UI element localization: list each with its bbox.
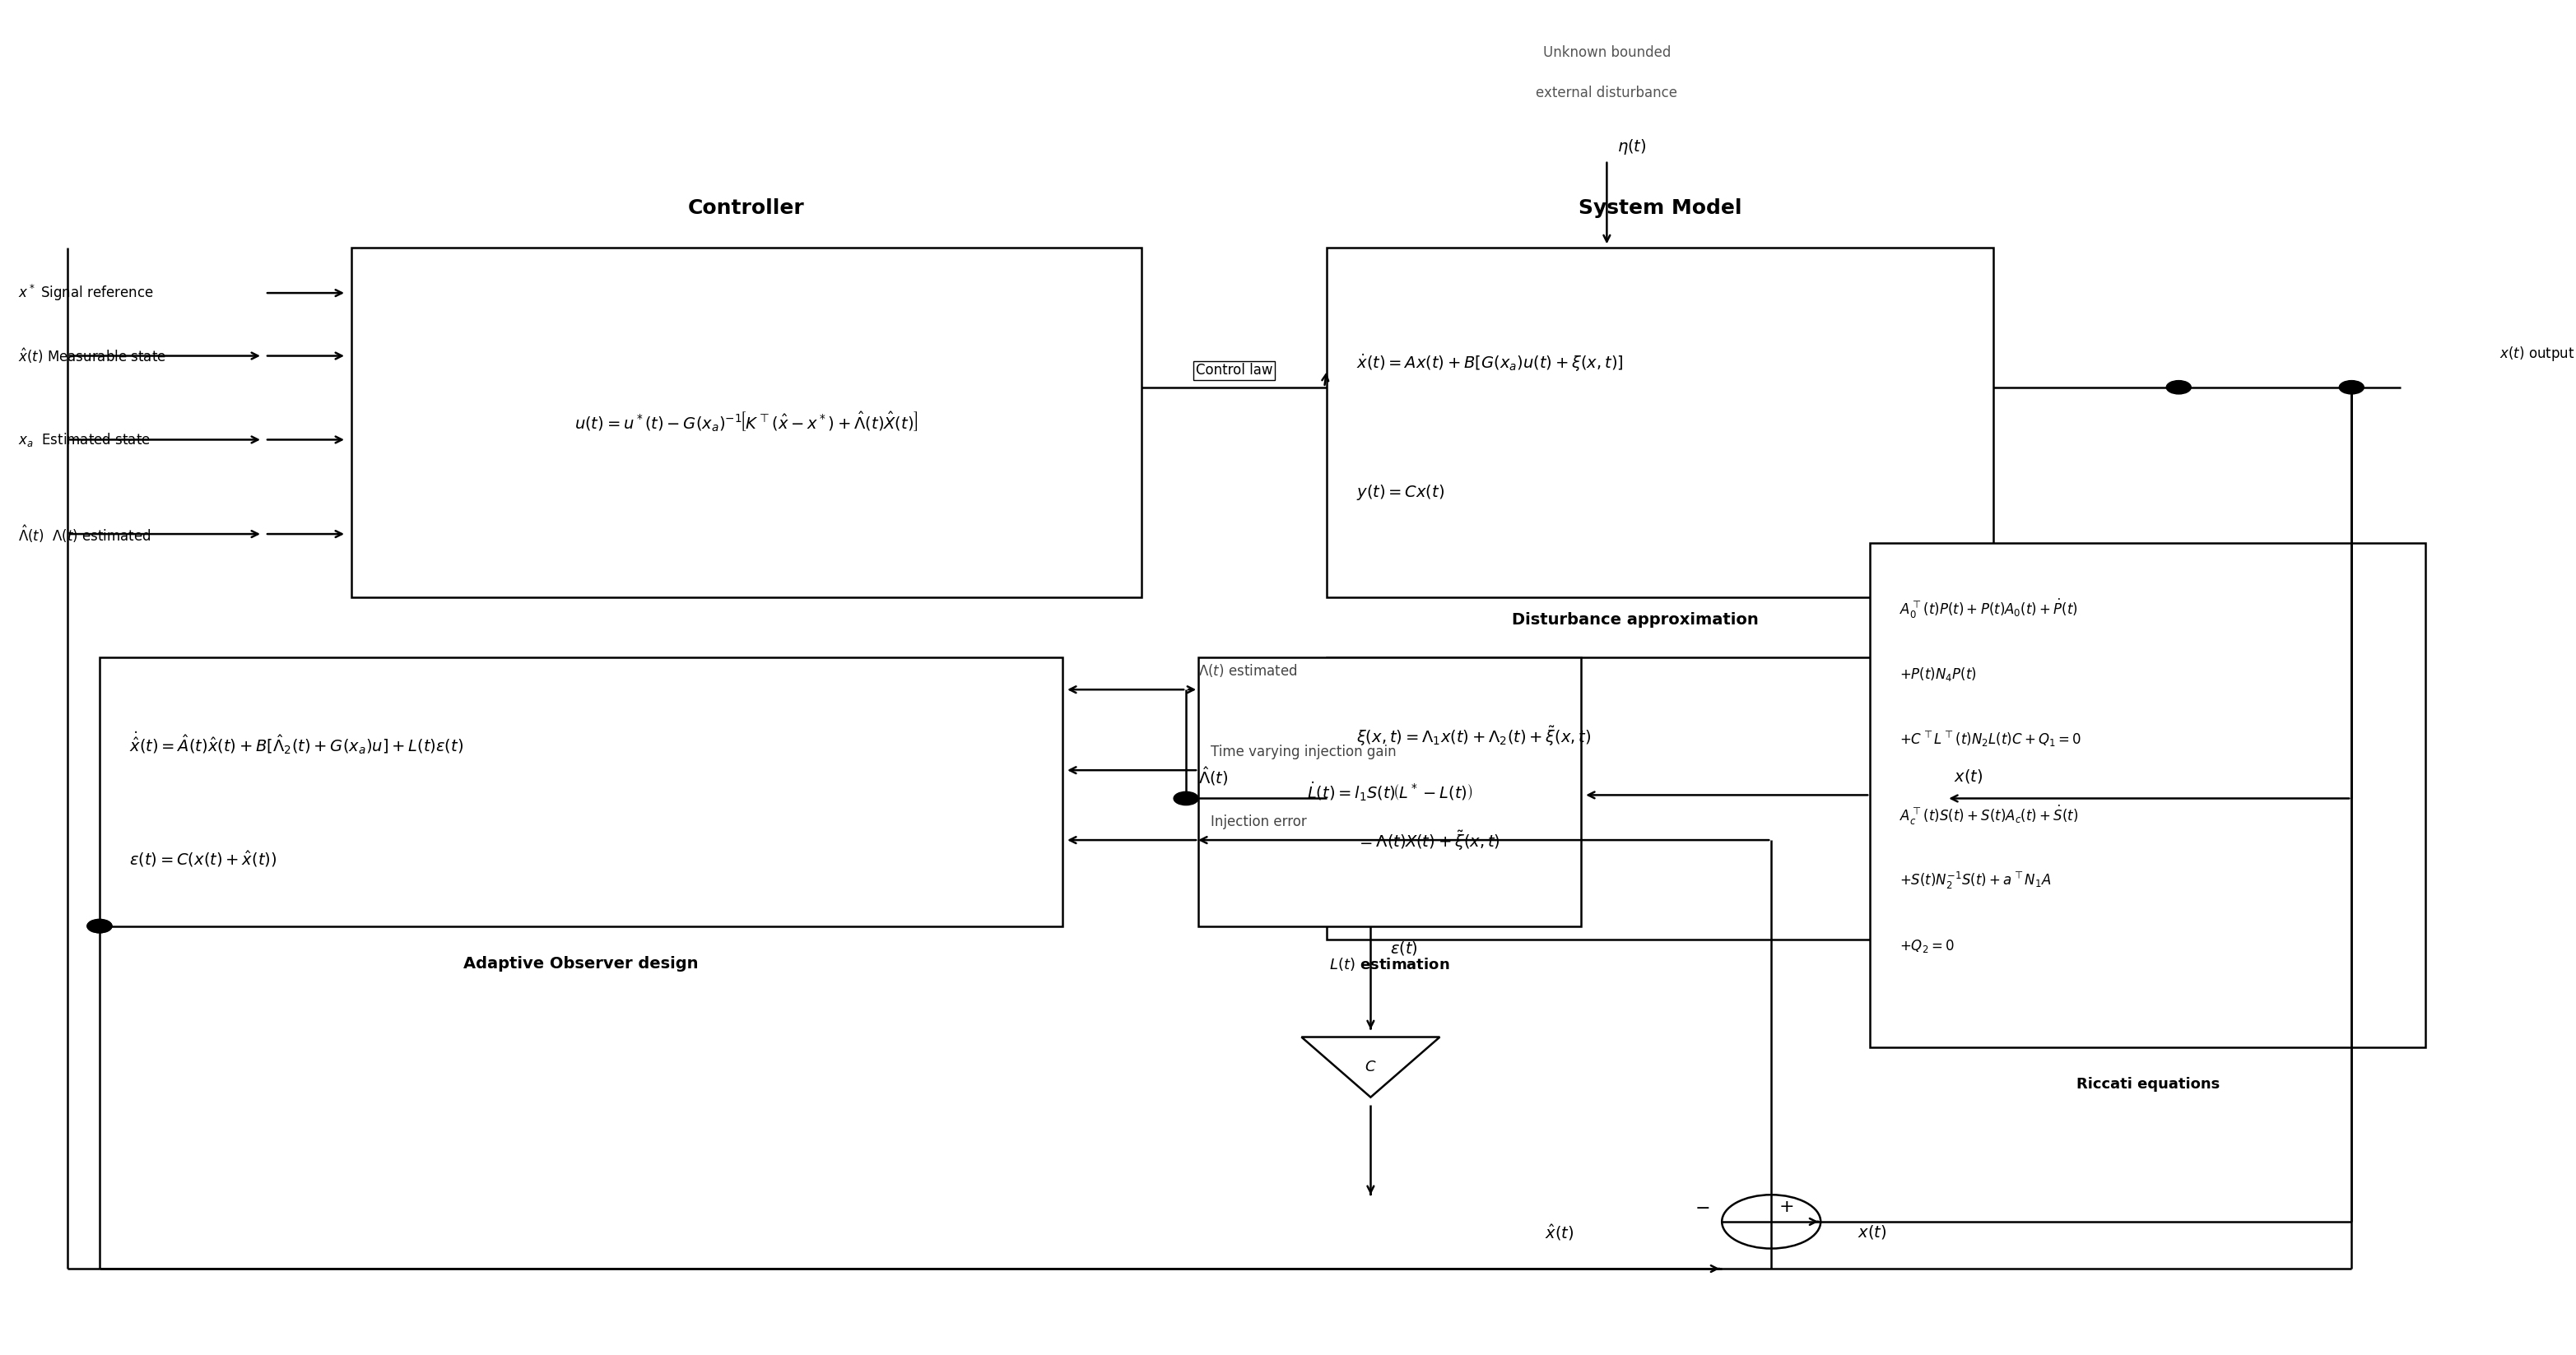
Text: $\varepsilon(t)$: $\varepsilon(t)$ [1391, 939, 1419, 957]
Bar [1327, 657, 1945, 939]
Text: $= \Lambda(t)X(t) + \tilde{\xi}(x,t)$: $= \Lambda(t)X(t) + \tilde{\xi}(x,t)$ [1358, 829, 1499, 852]
Bar [1198, 657, 1582, 925]
Text: Unknown bounded: Unknown bounded [1543, 45, 1672, 60]
Circle shape [88, 919, 111, 932]
Text: Riccati equations: Riccati equations [2076, 1076, 2221, 1091]
Text: $+$: $+$ [1777, 1198, 1793, 1215]
Text: $\Lambda(t)$ estimated: $\Lambda(t)$ estimated [1198, 663, 1298, 679]
Text: $\hat{x}(t)$: $\hat{x}(t)$ [1546, 1222, 1574, 1243]
Bar [350, 248, 1141, 598]
Text: System Model: System Model [1579, 198, 1741, 218]
Text: $L(t)$ estimation: $L(t)$ estimation [1329, 955, 1450, 972]
Text: $\hat{\Lambda}(t)$  $\Lambda(t)$ estimated: $\hat{\Lambda}(t)$ $\Lambda(t)$ estimate… [18, 523, 152, 545]
Text: $-$: $-$ [1695, 1198, 1710, 1215]
Text: $\dot{x}(t) = Ax(t) + B[G(x_a)u(t) + \xi(x,t)]$: $\dot{x}(t) = Ax(t) + B[G(x_a)u(t) + \xi… [1358, 352, 1623, 374]
Text: $\hat{x}(t)$ Measurable state: $\hat{x}(t)$ Measurable state [18, 347, 165, 364]
Bar [100, 657, 1061, 925]
Text: $C$: $C$ [1365, 1060, 1376, 1075]
Circle shape [1175, 791, 1198, 805]
Text: $x(t)$: $x(t)$ [1955, 768, 1984, 785]
Text: $A_0^\top(t)P(t) + P(t)A_0(t) + \dot{P}(t)$: $A_0^\top(t)P(t) + P(t)A_0(t) + \dot{P}(… [1899, 598, 2079, 621]
Text: $+S(t)N_2^{-1}S(t) + a^\top N_1 A$: $+S(t)N_2^{-1}S(t) + a^\top N_1 A$ [1899, 870, 2050, 892]
Text: $u(t) = u^*(t) - G(x_a)^{-1}\!\left[K^\top(\hat{x} - x^*) + \hat{\Lambda}(t)\hat: $u(t) = u^*(t) - G(x_a)^{-1}\!\left[K^\t… [574, 411, 920, 434]
Text: $y(t) = Cx(t)$: $y(t) = Cx(t)$ [1358, 482, 1445, 501]
Text: $+ P(t)N_4P(t)$: $+ P(t)N_4P(t)$ [1899, 665, 1976, 683]
Text: $A_c^\top(t)S(t) + S(t)A_c(t) + \dot{S}(t)$: $A_c^\top(t)S(t) + S(t)A_c(t) + \dot{S}(… [1899, 804, 2079, 827]
Bar [1327, 248, 1994, 598]
Text: $\varepsilon(t) = C(x(t) + \hat{x}(t))$: $\varepsilon(t) = C(x(t) + \hat{x}(t))$ [129, 850, 276, 869]
Text: external disturbance: external disturbance [1535, 85, 1677, 100]
Text: $\xi(x,t) = \Lambda_1 x(t) + \Lambda_2(t) + \tilde{\xi}(x,t)$: $\xi(x,t) = \Lambda_1 x(t) + \Lambda_2(t… [1358, 725, 1592, 748]
Text: $x(t)$: $x(t)$ [1857, 1224, 1886, 1241]
Text: $\dot{\hat{x}}(t) = \hat{A}(t)\hat{x}(t) + B[\hat{\Lambda}_2(t) + G(x_a)u] + L(t: $\dot{\hat{x}}(t) = \hat{A}(t)\hat{x}(t)… [129, 730, 464, 756]
Text: $+Q_2 = 0$: $+Q_2 = 0$ [1899, 938, 1955, 954]
Bar [1870, 543, 2427, 1047]
Circle shape [2339, 381, 2365, 394]
Text: $+C^\top L^\top(t)N_2L(t)C + Q_1 = 0$: $+C^\top L^\top(t)N_2L(t)C + Q_1 = 0$ [1899, 730, 2081, 749]
Text: $x(t)$ output: $x(t)$ output [2499, 346, 2576, 363]
Text: $\hat{\Lambda}(t)$: $\hat{\Lambda}(t)$ [1198, 766, 1229, 787]
Text: Injection error: Injection error [1211, 814, 1306, 829]
Circle shape [2166, 381, 2192, 394]
Text: Controller: Controller [688, 198, 804, 218]
Circle shape [88, 919, 111, 932]
Text: $\dot{L}(t) = l_1 S(t)\!\left(L^* - L(t)\right)$: $\dot{L}(t) = l_1 S(t)\!\left(L^* - L(t)… [1306, 780, 1473, 804]
Text: $x^*$ Signal reference: $x^*$ Signal reference [18, 283, 155, 304]
Text: Control law: Control law [1195, 363, 1273, 378]
Text: Disturbance approximation: Disturbance approximation [1512, 612, 1759, 627]
Text: $x_a$  Estimated state: $x_a$ Estimated state [18, 431, 149, 449]
Text: $\eta(t)$: $\eta(t)$ [1618, 137, 1646, 156]
Text: Time varying injection gain: Time varying injection gain [1211, 745, 1396, 759]
Text: Adaptive Observer design: Adaptive Observer design [464, 955, 698, 972]
